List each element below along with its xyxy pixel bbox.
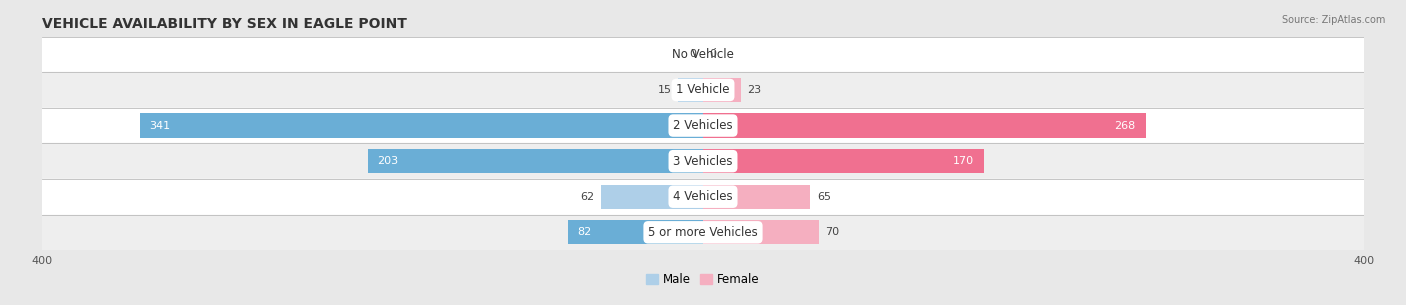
Bar bbox=[42, 143, 1364, 179]
Text: 65: 65 bbox=[817, 192, 831, 202]
Text: 62: 62 bbox=[579, 192, 593, 202]
Text: 268: 268 bbox=[1115, 120, 1136, 131]
Bar bbox=[703, 78, 741, 102]
Legend: Male, Female: Male, Female bbox=[641, 269, 765, 291]
Text: Source: ZipAtlas.com: Source: ZipAtlas.com bbox=[1281, 15, 1385, 25]
Bar bbox=[42, 37, 1364, 72]
Text: 0: 0 bbox=[710, 49, 717, 59]
Text: 70: 70 bbox=[825, 227, 839, 237]
Bar bbox=[367, 149, 703, 173]
Text: 23: 23 bbox=[748, 85, 762, 95]
Text: 170: 170 bbox=[953, 156, 974, 166]
Text: 5 or more Vehicles: 5 or more Vehicles bbox=[648, 226, 758, 239]
Bar bbox=[678, 78, 703, 102]
Text: 203: 203 bbox=[378, 156, 399, 166]
Bar bbox=[703, 185, 810, 209]
Text: VEHICLE AVAILABILITY BY SEX IN EAGLE POINT: VEHICLE AVAILABILITY BY SEX IN EAGLE POI… bbox=[42, 17, 408, 31]
Bar bbox=[703, 113, 1146, 138]
Bar bbox=[703, 220, 818, 244]
Bar bbox=[42, 214, 1364, 250]
Bar bbox=[42, 108, 1364, 143]
Bar bbox=[42, 179, 1364, 214]
Bar bbox=[703, 149, 984, 173]
Bar bbox=[568, 220, 703, 244]
Text: 0: 0 bbox=[689, 49, 696, 59]
Text: 1 Vehicle: 1 Vehicle bbox=[676, 84, 730, 96]
Text: 2 Vehicles: 2 Vehicles bbox=[673, 119, 733, 132]
Bar bbox=[42, 72, 1364, 108]
Text: No Vehicle: No Vehicle bbox=[672, 48, 734, 61]
Text: 3 Vehicles: 3 Vehicles bbox=[673, 155, 733, 168]
Text: 341: 341 bbox=[149, 120, 170, 131]
Text: 82: 82 bbox=[578, 227, 592, 237]
Text: 15: 15 bbox=[658, 85, 672, 95]
Text: 4 Vehicles: 4 Vehicles bbox=[673, 190, 733, 203]
Bar bbox=[600, 185, 703, 209]
Bar bbox=[139, 113, 703, 138]
